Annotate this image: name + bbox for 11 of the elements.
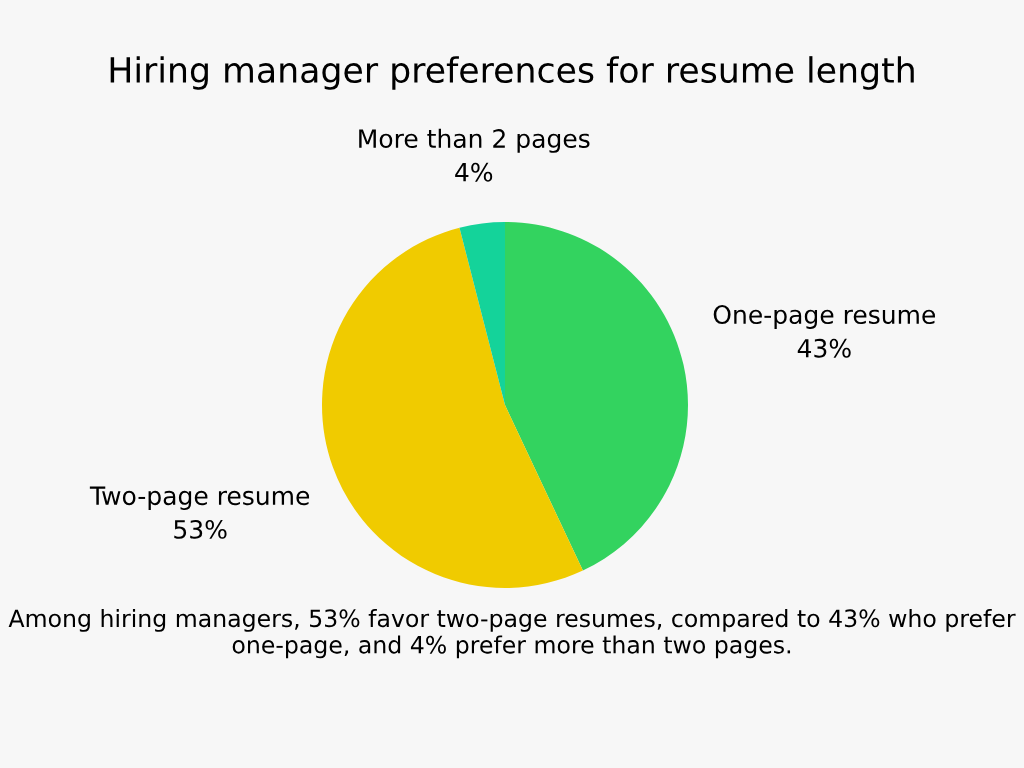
slice-label: One-page resume <box>713 305 935 329</box>
pie-slice <box>505 222 688 571</box>
pie-slice <box>459 222 505 405</box>
data-label: 53% <box>174 519 227 539</box>
slice-label: Two-page resume <box>89 486 310 510</box>
chart-title: Hiring manager preferences for resume length <box>110 56 914 90</box>
pie-slice <box>322 227 583 588</box>
text: Among hiring managers, 53% favor two-page resumes, compared to 43% who prefer one-page, and 4% prefer more than two pages. <box>8 608 1016 659</box>
slice-label: More than 2 pages <box>359 128 590 153</box>
data-label: 43% <box>797 338 851 358</box>
data-label: 4% <box>455 162 493 182</box>
